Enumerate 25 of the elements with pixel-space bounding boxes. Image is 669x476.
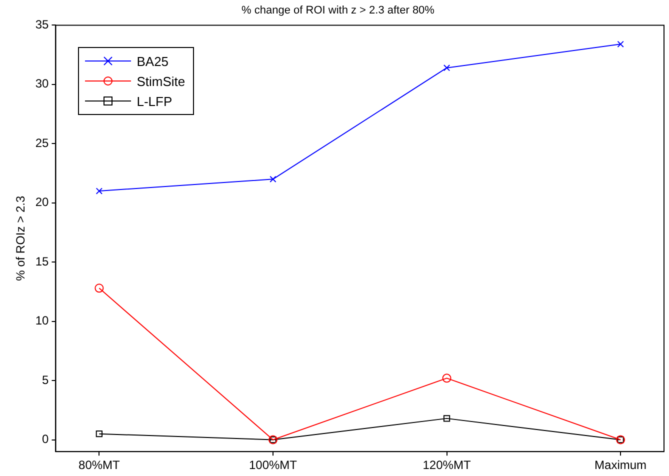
x-tick-label: 100%MT: [248, 458, 298, 472]
point: [270, 176, 276, 183]
point: [617, 40, 624, 48]
point: [443, 64, 450, 72]
y-tick-label: 35: [35, 18, 50, 32]
y-tick-label: 15: [35, 254, 50, 268]
x-tick-label: 120%MT: [422, 458, 472, 472]
y-tick-label: 25: [35, 136, 50, 150]
y-tick-label: 0: [42, 432, 50, 446]
point: [96, 430, 103, 438]
y-tick-label: 10: [35, 314, 50, 328]
legend-label: BA25: [136, 54, 169, 69]
point: [94, 284, 104, 293]
y-axis-title: % of ROIz > 2.3: [14, 196, 28, 281]
point: [96, 188, 103, 194]
y-tick-label: 5: [42, 372, 50, 387]
y-tick-label: 30: [35, 76, 50, 91]
x-tick-label: 80%MT: [78, 458, 121, 472]
y-tick-label: 20: [35, 195, 50, 210]
x-tick-label: Maximum: [594, 458, 647, 472]
legend-label: StimSite: [136, 74, 186, 89]
legend-label: L-LFP: [136, 94, 172, 109]
point: [443, 415, 450, 422]
point: [442, 374, 452, 383]
chart-title: % change of ROI with z > 2.3 after 80%: [242, 4, 435, 17]
